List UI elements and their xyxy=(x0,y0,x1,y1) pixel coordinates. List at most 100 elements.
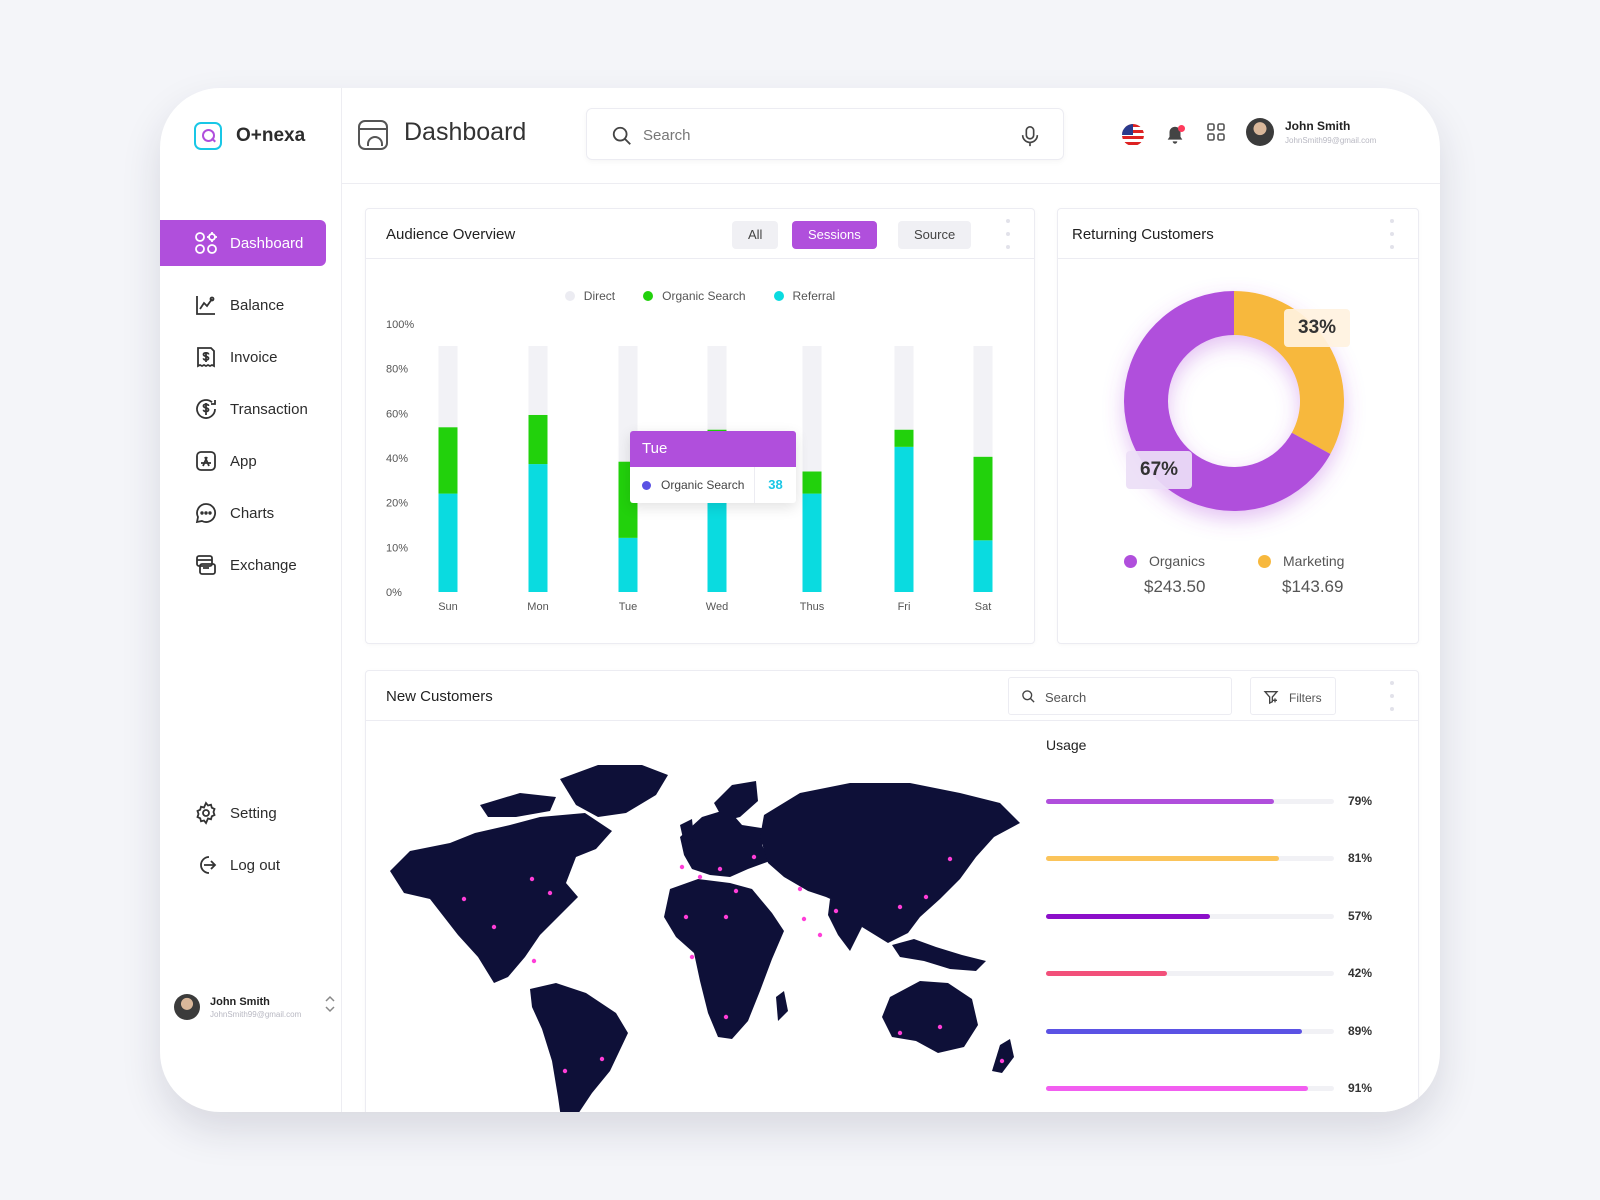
legend-dot xyxy=(1258,554,1271,568)
search-icon xyxy=(611,125,633,152)
bar-segment-direct[interactable] xyxy=(802,346,822,472)
map-marker xyxy=(689,954,695,960)
legend-amount: $243.50 xyxy=(1144,577,1206,596)
sidebar-item-invoice[interactable]: Invoice xyxy=(160,334,342,380)
bar-segment-referral[interactable] xyxy=(438,493,458,592)
bar-segment-referral[interactable] xyxy=(894,446,914,592)
bar-segment-direct[interactable] xyxy=(528,346,548,415)
card-title: New Customers xyxy=(386,688,493,705)
usage-track xyxy=(1046,913,1334,919)
us-flag-icon[interactable] xyxy=(1122,123,1144,146)
bell-icon[interactable] xyxy=(1164,124,1186,146)
sidebar-user-card[interactable]: John Smith JohnSmith99@gmail.com xyxy=(174,994,335,1020)
map-madagascar xyxy=(776,991,788,1021)
bar-segment-direct[interactable] xyxy=(707,346,727,430)
customer-search-input[interactable]: Search xyxy=(1045,690,1087,705)
legend-dot xyxy=(1124,554,1137,568)
bar-segment-organic-search[interactable] xyxy=(438,427,458,494)
legend-item-referral[interactable]: Referral xyxy=(773,289,835,303)
map-marker xyxy=(599,1056,605,1062)
logout-icon xyxy=(194,853,218,877)
x-tick-label: Sun xyxy=(438,601,458,613)
page-title: Dashboard xyxy=(404,118,527,146)
more-options-icon[interactable] xyxy=(1390,681,1394,711)
usage-percent: 89% xyxy=(1348,1023,1373,1038)
tooltip-series-dot xyxy=(642,480,651,490)
usage-track xyxy=(1046,1086,1334,1091)
more-options-icon[interactable] xyxy=(1390,219,1394,249)
usage-bar-fill xyxy=(1046,1028,1303,1034)
y-tick-label: 100% xyxy=(386,319,414,331)
legend-label: Marketing xyxy=(1283,553,1345,569)
bar-segment-referral[interactable] xyxy=(802,493,822,592)
world-map xyxy=(390,765,1020,1112)
legend-label: Direct xyxy=(583,289,616,303)
exchange-icon xyxy=(194,553,218,577)
sidebar-item-app[interactable]: App xyxy=(160,438,342,484)
bar-segment-referral[interactable] xyxy=(528,464,548,592)
map-marker xyxy=(999,1058,1005,1064)
usage-row: 89% xyxy=(1046,1023,1396,1039)
avatar xyxy=(174,994,200,1020)
dashboard-icon xyxy=(194,231,218,255)
top-bar-icons xyxy=(1122,122,1226,147)
bar-segment-organic-search[interactable] xyxy=(802,471,822,494)
more-options-icon[interactable] xyxy=(1006,219,1010,249)
usage-bar-fill xyxy=(1046,856,1280,862)
y-tick-label: 60% xyxy=(386,408,408,420)
bar-segment-direct[interactable] xyxy=(973,346,993,457)
legend-item-organic-search[interactable]: Organic Search xyxy=(643,289,746,303)
microphone-icon[interactable] xyxy=(1021,125,1039,152)
bar-segment-direct[interactable] xyxy=(438,346,458,428)
usage-bar-fill xyxy=(1046,913,1211,919)
search-bar[interactable]: Search xyxy=(586,108,1064,160)
usage-track xyxy=(1046,856,1334,862)
search-input[interactable]: Search xyxy=(643,127,691,144)
logo-icon xyxy=(194,122,222,150)
bar-segment-referral[interactable] xyxy=(618,537,638,592)
sidebar-user-name: John Smith xyxy=(210,995,270,1008)
grid-menu-icon[interactable] xyxy=(1206,122,1226,147)
sidebar-item-setting[interactable]: Setting xyxy=(160,790,342,836)
usage-percent: 42% xyxy=(1348,966,1373,981)
legend-dot xyxy=(564,291,575,301)
sidebar-item-label: Charts xyxy=(230,504,275,522)
tab-all[interactable]: All xyxy=(732,221,779,249)
donut-label-marketing: 33% xyxy=(1284,309,1351,347)
stacked-bar-chart: 0% 10% 20% 40% 60% 80% 100% Sun Mon Tue Wed Thus Fri… xyxy=(386,319,993,613)
sidebar-item-label: Setting xyxy=(230,804,277,822)
map-asia xyxy=(760,783,1020,943)
bar-segment-direct[interactable] xyxy=(894,346,914,430)
tab-source[interactable]: Source xyxy=(898,221,972,249)
sidebar-item-charts[interactable]: Charts xyxy=(160,490,342,536)
usage-bar-fill xyxy=(1046,971,1167,977)
sidebar-item-balance[interactable]: Balance xyxy=(160,282,342,328)
sidebar-item-logout[interactable]: Log out xyxy=(160,842,342,888)
returning-customers-card: Returning Customers 33% 67% Organics $24… xyxy=(1057,208,1419,644)
legend-item-direct[interactable]: Direct xyxy=(564,289,616,303)
card-title: Audience Overview xyxy=(386,226,516,243)
filters-button[interactable]: Filters xyxy=(1250,677,1336,715)
map-north-america xyxy=(390,813,612,983)
bar-segment-referral[interactable] xyxy=(973,540,993,592)
y-tick-label: 10% xyxy=(386,542,408,554)
tab-sessions[interactable]: Sessions xyxy=(792,221,877,249)
sidebar-item-dashboard[interactable]: Dashboard xyxy=(160,220,326,266)
map-marker xyxy=(833,908,839,914)
bar-segment-organic-search[interactable] xyxy=(894,429,914,447)
sidebar-item-label: App xyxy=(230,452,257,470)
usage-row: 57% xyxy=(1046,909,1396,924)
sidebar-item-exchange[interactable]: Exchange xyxy=(160,542,342,588)
card-header: New Customers Search Filters xyxy=(366,671,1418,721)
bar-segment-organic-search[interactable] xyxy=(528,414,548,465)
bar-segment-organic-search[interactable] xyxy=(973,456,993,541)
legend-label: Organic Search xyxy=(662,289,746,303)
sidebar-item-transaction[interactable]: Transaction xyxy=(160,386,342,432)
customer-search-box[interactable]: Search xyxy=(1008,677,1232,715)
header-user-card[interactable]: John Smith JohnSmith99@gmail.com xyxy=(1246,118,1376,146)
chevron-up-down-icon[interactable] xyxy=(324,994,336,1017)
map-australia xyxy=(882,981,978,1053)
top-bar: Dashboard Search John Smith Joh xyxy=(342,88,1440,184)
logo[interactable]: O+nexa xyxy=(194,122,305,150)
header-user-email: JohnSmith99@gmail.com xyxy=(1285,136,1377,145)
